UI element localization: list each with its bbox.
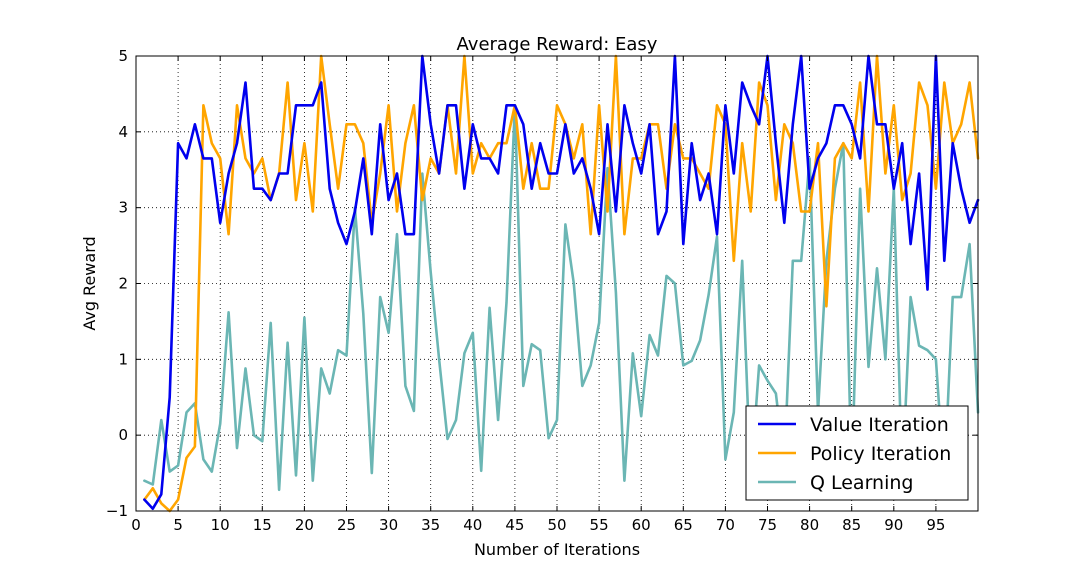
x-tick-label: 0 (131, 516, 141, 534)
ticks: 0 5 10 15 20 25 30 35 40 45 50 55 60 65 70 75 80 85 90 95−1… (106, 47, 978, 534)
y-tick-label: 4 (118, 123, 128, 141)
x-tick-label: 70 (716, 516, 735, 534)
x-tick-label: 15 (253, 516, 272, 534)
x-tick-label: 85 (842, 516, 861, 534)
x-tick-label: 65 (674, 516, 693, 534)
y-axis-title: Avg Reward (80, 236, 99, 330)
x-axis-title: Number of Iterations (474, 540, 640, 559)
series-line-policy-iteration (143, 54, 980, 513)
x-tick-label: 5 (173, 516, 183, 534)
legend-label: Q Learning (810, 472, 913, 494)
y-tick-label: 5 (118, 47, 128, 65)
x-tick-label: 50 (547, 516, 566, 534)
x-tick-label: 20 (295, 516, 314, 534)
x-tick-label: 40 (463, 516, 482, 534)
x-tick-label: 75 (758, 516, 777, 534)
y-tick-label: 2 (118, 275, 128, 293)
x-tick-label: 95 (926, 516, 945, 534)
x-tick-label: 60 (632, 516, 651, 534)
x-tick-label: 25 (337, 516, 356, 534)
series-line-value-iteration (143, 54, 980, 511)
x-tick-label: 55 (590, 516, 609, 534)
x-tick-label: 45 (505, 516, 524, 534)
chart-title: Average Reward: Easy (457, 34, 658, 55)
x-tick-label: 35 (421, 516, 440, 534)
x-tick-label: 90 (884, 516, 903, 534)
y-tick-label: −1 (106, 502, 128, 520)
y-tick-label: 1 (118, 350, 128, 368)
y-tick-label: 3 (118, 199, 128, 217)
x-tick-label: 80 (800, 516, 819, 534)
legend: Value Iteration Policy Iteration Q Learnin… (745, 405, 969, 501)
series-line-q-learning (143, 104, 980, 492)
legend-label: Policy Iteration (810, 443, 951, 465)
y-tick-label: 0 (118, 426, 128, 444)
x-tick-label: 10 (211, 516, 230, 534)
x-tick-label: 30 (379, 516, 398, 534)
legend-label: Value Iteration (810, 414, 949, 436)
series-layer (143, 54, 980, 513)
